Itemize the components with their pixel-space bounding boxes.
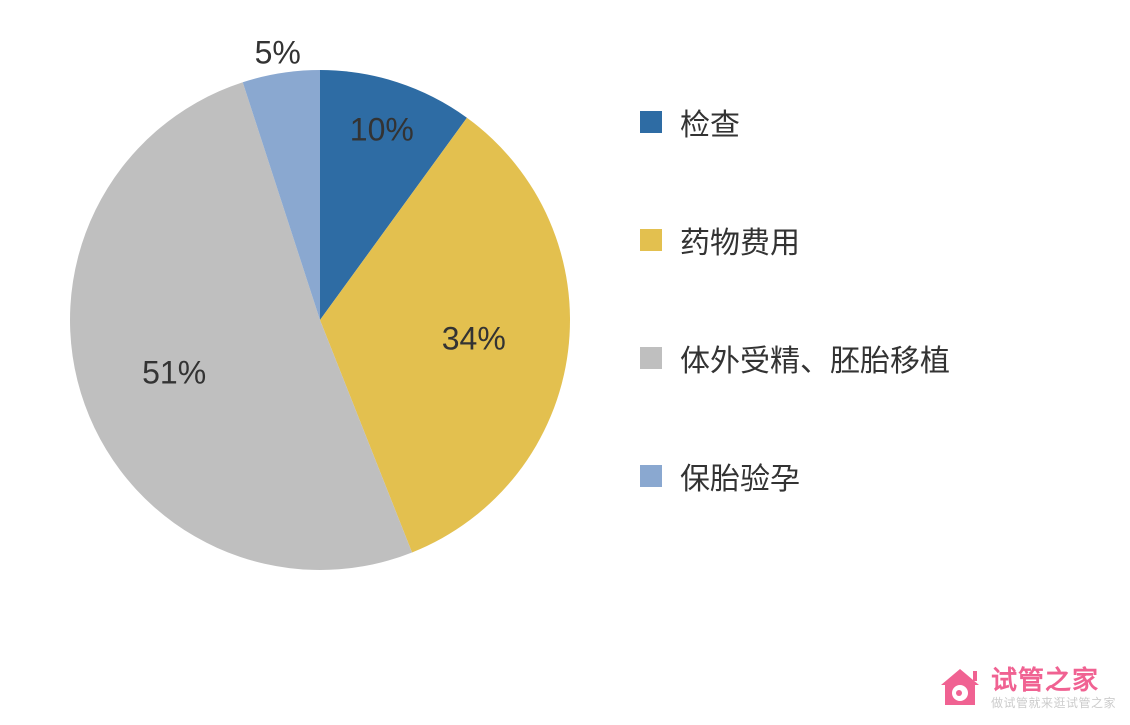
legend-label: 体外受精、胚胎移植: [680, 336, 950, 380]
pie-label-check: 10%: [350, 111, 414, 148]
legend-swatch-drugs: [640, 229, 662, 251]
house-heart-icon: [937, 665, 983, 711]
watermark-title: 试管之家: [991, 667, 1116, 693]
watermark-text: 试管之家 做试管就来逛试管之家: [991, 667, 1116, 709]
pie-label-pregtest: 5%: [255, 35, 301, 72]
pie-label-drugs: 34%: [442, 321, 506, 358]
legend-label: 检查: [680, 100, 740, 144]
legend-item-pregtest: 保胎验孕: [640, 454, 950, 498]
legend: 检查 药物费用 体外受精、胚胎移植 保胎验孕: [640, 100, 950, 498]
legend-label: 药物费用: [680, 218, 800, 262]
pie-chart: 10%34%51%5%: [60, 60, 580, 580]
legend-item-check: 检查: [640, 100, 950, 144]
legend-label: 保胎验孕: [680, 454, 800, 498]
pie-label-ivf: 51%: [142, 354, 206, 391]
legend-item-ivf: 体外受精、胚胎移植: [640, 336, 950, 380]
watermark: 试管之家 做试管就来逛试管之家: [937, 665, 1116, 711]
watermark-subtitle: 做试管就来逛试管之家: [991, 697, 1116, 709]
legend-swatch-check: [640, 111, 662, 133]
legend-item-drugs: 药物费用: [640, 218, 950, 262]
legend-swatch-pregtest: [640, 465, 662, 487]
legend-swatch-ivf: [640, 347, 662, 369]
